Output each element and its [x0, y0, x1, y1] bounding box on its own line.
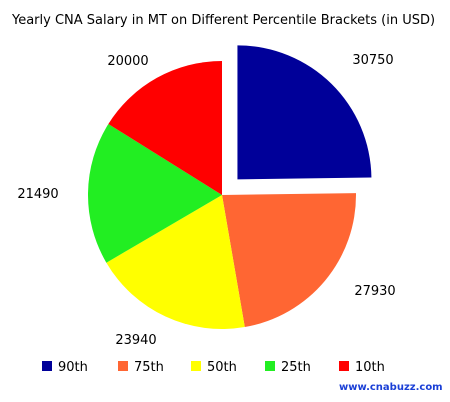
pie-slice-10th	[108, 60, 222, 195]
legend-swatch-90th	[42, 361, 52, 371]
legend-label-10th: 10th	[355, 360, 385, 375]
pie-slice-50th	[106, 195, 245, 330]
pie-data-labels: 30750 27930 23940 21490 20000	[17, 53, 395, 348]
legend-label-75th: 75th	[134, 360, 164, 375]
website-credit: www.cnabuzz.com	[339, 382, 443, 393]
pie-slice-75th	[222, 193, 356, 328]
pie-slices	[88, 45, 372, 330]
legend-swatch-25th	[265, 361, 275, 371]
data-label-75th: 27930	[354, 284, 395, 299]
legend-swatch-10th	[339, 361, 349, 371]
data-label-50th: 23940	[115, 333, 156, 348]
legend-label-90th: 90th	[58, 360, 88, 375]
legend-label-25th: 25th	[281, 360, 311, 375]
legend-label-50th: 50th	[207, 360, 237, 375]
legend-swatch-75th	[118, 361, 128, 371]
data-label-90th: 30750	[352, 53, 393, 68]
legend-swatch-50th	[191, 361, 201, 371]
data-label-25th: 21490	[17, 187, 58, 202]
legend: 90th 75th 50th 25th 10th	[42, 360, 385, 375]
pie-slice-90th	[237, 45, 372, 180]
data-label-10th: 20000	[107, 54, 148, 69]
chart-title: Yearly CNA Salary in MT on Different Per…	[11, 13, 435, 28]
pie-slice-25th	[88, 124, 223, 263]
